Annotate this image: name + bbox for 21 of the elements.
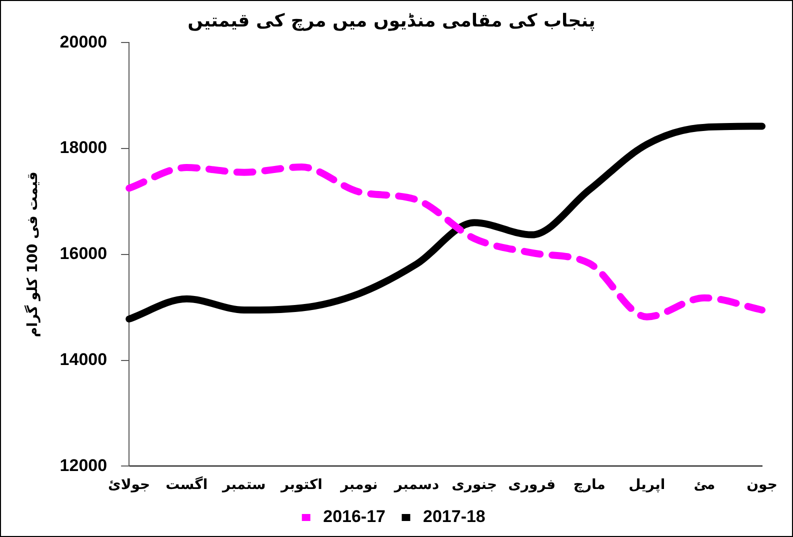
x-tick-label: فروری	[508, 477, 556, 494]
y-tick-label: 20000	[60, 32, 108, 52]
y-tick-label: 16000	[60, 244, 108, 264]
x-tick-label: جنوری	[452, 477, 498, 494]
y-axis-title: قیمت فی 100 کلو گرام	[24, 172, 42, 338]
x-tick-label: دسمبر	[393, 477, 440, 494]
y-tick-label: 12000	[60, 456, 108, 475]
legend-label: 2017-18	[423, 507, 486, 526]
legend-label: 2016-17	[323, 507, 386, 526]
y-tick-label: 18000	[60, 138, 108, 158]
x-tick-label: ستمبر	[222, 477, 266, 494]
x-tick-label: جون	[746, 477, 778, 494]
x-tick-label: اگست	[166, 476, 208, 494]
x-tick-label: اپریل	[628, 477, 666, 494]
x-tick-label: مئ	[694, 477, 716, 494]
x-tick-label: نومبر	[340, 477, 378, 494]
x-tick-label: مارچ	[573, 477, 606, 494]
y-tick-label: 14000	[60, 350, 108, 369]
chart-title: پنجاب کی مقامی منڈیوں میں مرچ کی قیمتیں	[188, 10, 596, 32]
x-tick-label: اکتوبر	[280, 477, 322, 494]
x-tick-label: جولائ	[108, 477, 150, 494]
